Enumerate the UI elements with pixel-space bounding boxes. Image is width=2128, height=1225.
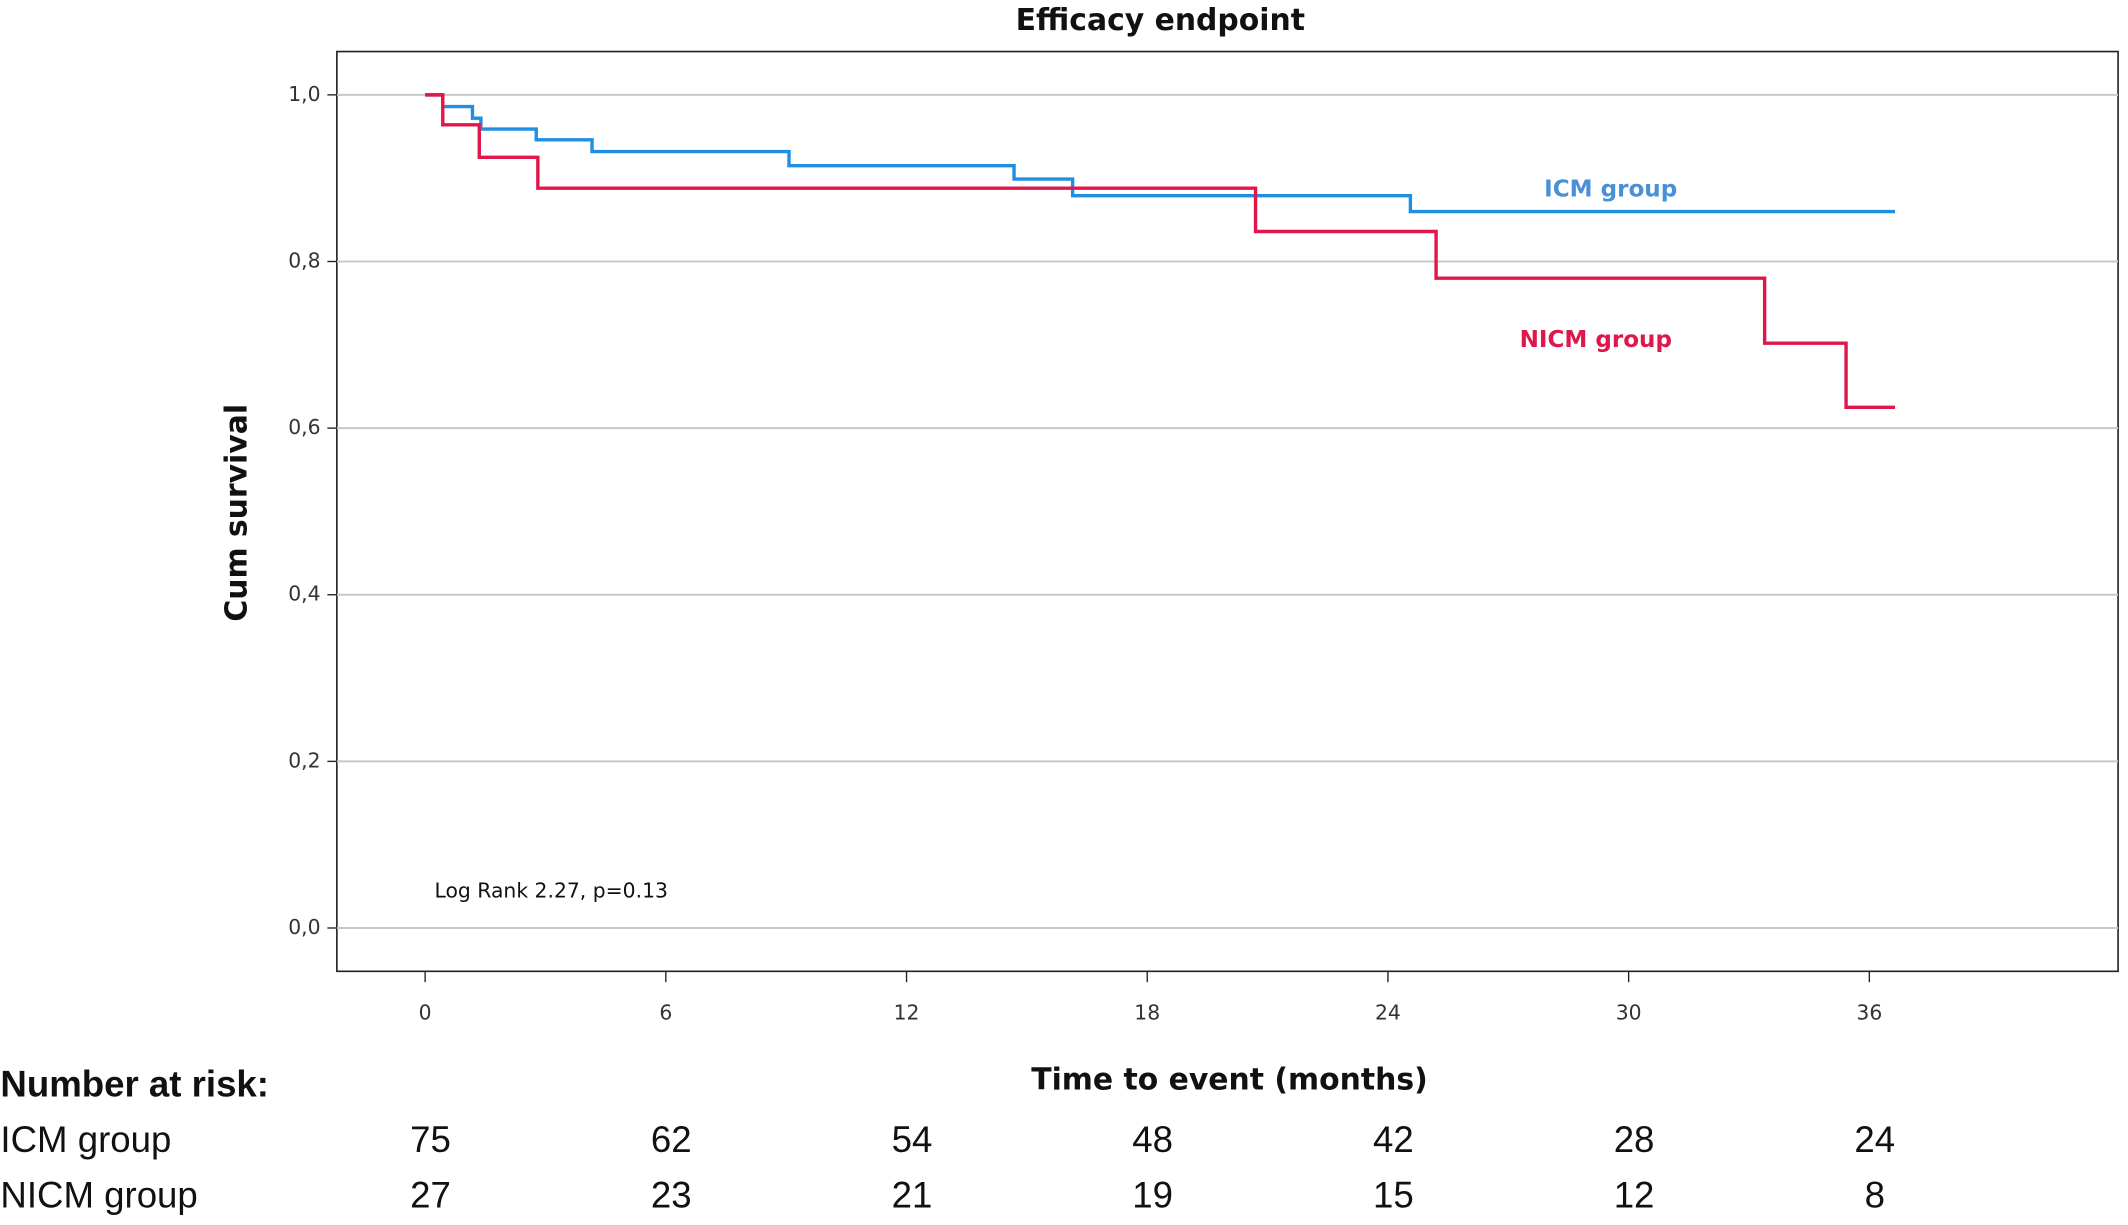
series-label: NICM group: [1520, 327, 1672, 353]
y-tick-label: 0,0: [288, 915, 320, 939]
risk-value: 24: [1854, 1119, 1895, 1160]
risk-value: 15: [1373, 1175, 1414, 1216]
risk-value: 48: [1132, 1119, 1173, 1160]
x-tick-label: 36: [1856, 1000, 1882, 1024]
risk-value: 75: [410, 1119, 451, 1160]
y-tick-label: 0,4: [288, 582, 320, 606]
risk-value: 21: [892, 1175, 933, 1216]
y-tick-label: 0,6: [288, 415, 320, 439]
risk-value: 28: [1614, 1119, 1655, 1160]
y-axis-label: Cum survival: [219, 404, 254, 622]
risk-value: 62: [651, 1119, 692, 1160]
x-tick-label: 18: [1134, 1000, 1160, 1024]
y-tick-label: 0,8: [288, 248, 320, 272]
risk-value: 54: [892, 1119, 933, 1160]
survival-curve: [425, 93, 1896, 409]
x-tick-label: 30: [1616, 1000, 1642, 1024]
x-tick-label: 6: [659, 1000, 672, 1024]
x-tick-label: 12: [894, 1000, 920, 1024]
risk-value: 8: [1865, 1175, 1885, 1216]
risk-row-name: ICM group: [0, 1119, 171, 1160]
x-tick-label: 24: [1375, 1000, 1401, 1024]
risk-value: 19: [1132, 1175, 1173, 1216]
x-axis-label: Time to event (months): [1031, 1063, 1428, 1098]
chart-title: Efficacy endpoint: [1016, 3, 1305, 38]
plot-frame: [336, 50, 2119, 973]
x-tick-label: 0: [419, 1000, 432, 1024]
risk-value: 27: [410, 1175, 451, 1216]
risk-table-title: Number at risk:: [0, 1063, 269, 1104]
risk-value: 23: [651, 1175, 692, 1216]
risk-value: 42: [1373, 1119, 1414, 1160]
series-label: ICM group: [1544, 176, 1677, 202]
y-tick-label: 0,2: [288, 748, 320, 772]
survival-curve: [425, 93, 1896, 214]
y-tick-label: 1,0: [288, 82, 320, 106]
risk-value: 12: [1614, 1175, 1655, 1216]
risk-row-name: NICM group: [0, 1175, 197, 1216]
annotation: Log Rank 2.27, p=0.13: [435, 878, 668, 902]
